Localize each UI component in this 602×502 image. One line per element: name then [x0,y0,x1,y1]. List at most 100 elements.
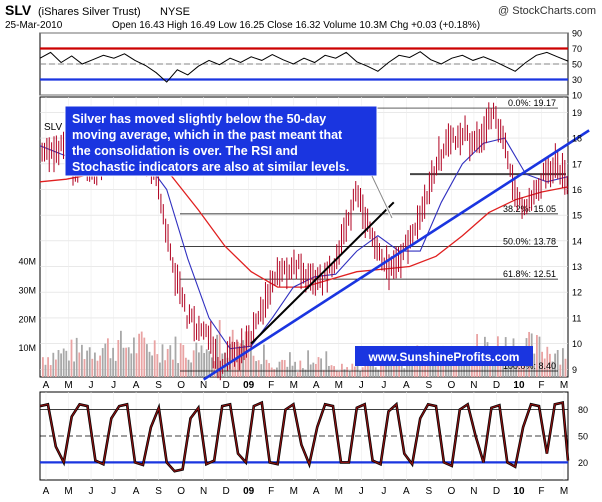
volume-bar [294,361,296,377]
stochastic-tick-label: 20 [578,458,588,468]
fibonacci-label: 50.0%: 13.78 [503,237,556,247]
volume-bar [101,348,104,377]
volume-bar [296,372,299,377]
volume-bar [140,331,143,377]
stochastic-line [39,401,569,472]
volume-bar [60,353,62,377]
price-axis: 9 10 11 12 13 14 15 16 17 18 19 [572,108,582,375]
price-tick-label: 9 [572,365,577,375]
volume-bar [156,354,159,377]
volume-bar [47,357,49,377]
volume-bar [328,365,330,377]
volume-bar [143,337,146,377]
volume-bar [354,366,356,377]
volume-bar [174,336,177,377]
volume-bar [361,367,364,377]
watermark-background [355,346,533,366]
volume-bar [244,331,247,377]
volume-bar [169,345,172,377]
volume-bar [390,361,393,377]
volume-bar [268,363,270,377]
volume-bar [112,347,114,377]
chart-date: 25-Mar-2010 [5,20,63,31]
price-tick-label: 19 [572,108,582,118]
volume-bar [49,365,52,377]
x-axis-label: 09 [243,486,255,497]
volume-bar [122,347,125,377]
source-credit: @ StockCharts.com [498,5,596,17]
volume-bar [304,369,307,377]
volume-bar [556,350,559,377]
x-axis-label: O [448,380,456,391]
x-axis-label: 10 [513,380,525,391]
volume-tick-label: 10M [18,343,36,353]
stochastic-tick-label: 80 [578,405,588,415]
x-axis-label: A [403,380,410,391]
symbol-label: SLV [44,122,62,133]
volume-bar [211,357,213,377]
volume-bar [543,358,546,377]
stochastic-tick-label: 50 [578,432,588,442]
volume-bar [187,359,190,377]
rsi-tick-label: 10 [572,91,582,101]
volume-bar [91,358,94,377]
volume-bar [120,330,122,377]
volume-bar [179,343,182,377]
symbol-title: SLV [5,2,32,18]
price-tick-label: 18 [572,134,582,144]
x-axis-label: A [313,486,320,497]
volume-bar [468,359,471,377]
volume-bar [195,342,198,377]
price-tick-label: 14 [572,236,582,246]
x-axis-label: A [133,380,140,391]
volume-bar [322,370,325,377]
volume-bar [182,345,185,377]
x-axis-label: J [381,380,386,391]
x-axis-label: D [223,380,230,391]
x-axis-label: M [560,380,568,391]
volume-bar [57,350,60,377]
volume-bar [276,367,278,377]
volume-bar [75,337,78,377]
x-axis-label: A [43,380,50,391]
x-axis-label: O [448,486,456,497]
volume-bar [62,348,65,377]
x-axis-label: F [268,486,274,497]
volume-bar [364,362,367,377]
volume-bar [247,331,250,377]
volume-bar [255,361,257,377]
volume-bar [190,362,192,377]
annotation-line-2: moving average, which in the past meant … [72,128,343,142]
volume-bar [278,361,281,377]
volume-bar [406,358,408,377]
fibonacci-label: 61.8%: 12.51 [503,269,556,279]
rsi-tick-label: 30 [572,75,582,85]
x-axis-label: J [111,380,116,391]
volume-bar [52,352,55,377]
stochastic-axis: 20 50 80 [578,405,588,468]
volume-bar [125,347,127,377]
volume-bar [562,348,564,377]
volume-bar [538,336,541,377]
volume-bar [299,360,302,377]
price-tick-label: 17 [572,159,582,169]
x-axis-label: M [64,380,72,391]
volume-bar [104,343,107,377]
x-axis-label: N [470,486,477,497]
volume-bar [68,360,70,377]
volume-bar [317,357,320,377]
volume-bar [177,363,179,377]
rsi-axis: 10 30 50 70 90 [572,29,582,101]
volume-bar [520,361,523,377]
volume-bar [281,359,283,377]
annotation-line-1: Silver has moved slightly below the 50-d… [72,112,326,126]
x-axis-label: M [290,486,298,497]
volume-bar [346,367,348,377]
volume-bar [554,353,556,377]
x-axis-label: N [200,380,207,391]
volume-bar [239,343,242,377]
trendlines [202,129,590,381]
volume-bar [242,340,244,377]
price-tick-label: 10 [572,339,582,349]
